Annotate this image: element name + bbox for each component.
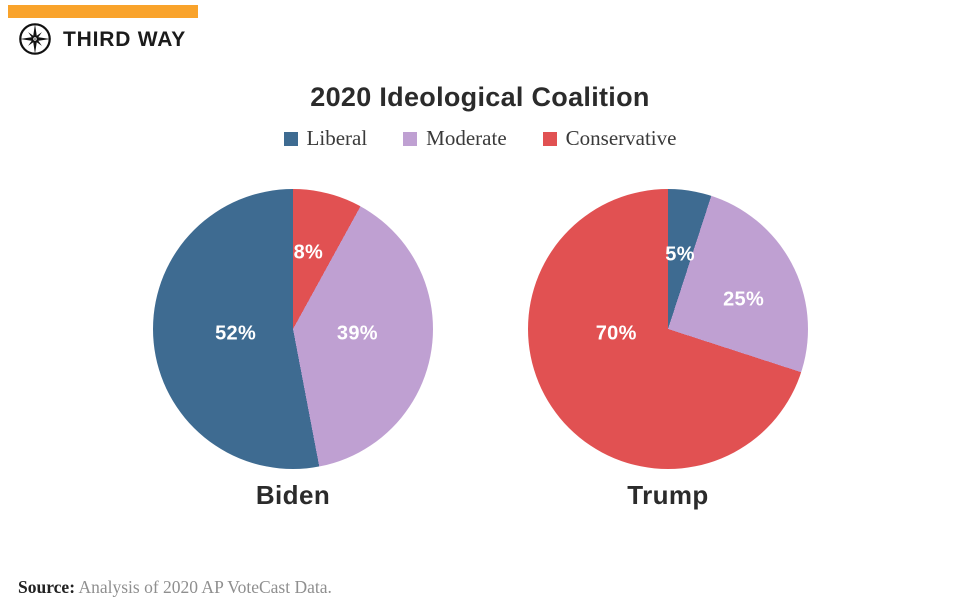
pie-name-biden: Biden	[255, 480, 331, 510]
pie-chart-biden: 8% 39% 52% Biden	[153, 189, 433, 511]
third-way-logo: THIRD WAY	[18, 22, 186, 56]
moderate-swatch	[403, 131, 418, 146]
pie-chart-trump: 5% 25% 70% Trump	[528, 189, 808, 511]
source-note: Source: Analysis of 2020 AP VoteCast Dat…	[18, 577, 332, 598]
pie-slice-value-label: 8%	[293, 241, 324, 264]
conservative-swatch	[542, 131, 557, 146]
liberal-swatch	[283, 131, 298, 146]
legend-item-moderate: Moderate	[403, 126, 507, 151]
source-label: Source:	[18, 577, 76, 597]
legend-label: Moderate	[426, 126, 507, 150]
pie-slice-value-label: 5%	[665, 243, 695, 266]
pie-slice-value-label: 70%	[595, 322, 637, 345]
chart-title: 2020 Ideological Coalition	[310, 82, 650, 112]
pie-slice-value-label: 52%	[215, 322, 257, 345]
legend-item-conservative: Conservative	[542, 126, 677, 151]
chart-legend: Liberal Moderate Conservative	[0, 126, 960, 151]
source-text: Analysis of 2020 AP VoteCast Data.	[75, 577, 332, 597]
pie-slice-value-label: 39%	[336, 322, 378, 345]
compass-icon	[18, 22, 52, 56]
brand-text: THIRD WAY	[63, 28, 187, 51]
brand-accent-bar	[8, 5, 198, 18]
legend-label: Liberal	[306, 126, 368, 150]
pie-slice-value-label: 25%	[723, 288, 765, 311]
pie-name-trump: Trump	[627, 480, 709, 510]
legend-label: Conservative	[565, 126, 677, 150]
legend-item-liberal: Liberal	[283, 126, 368, 151]
trump-pie: 5% 25% 70%	[528, 189, 808, 469]
biden-pie: 8% 39% 52%	[153, 189, 433, 469]
